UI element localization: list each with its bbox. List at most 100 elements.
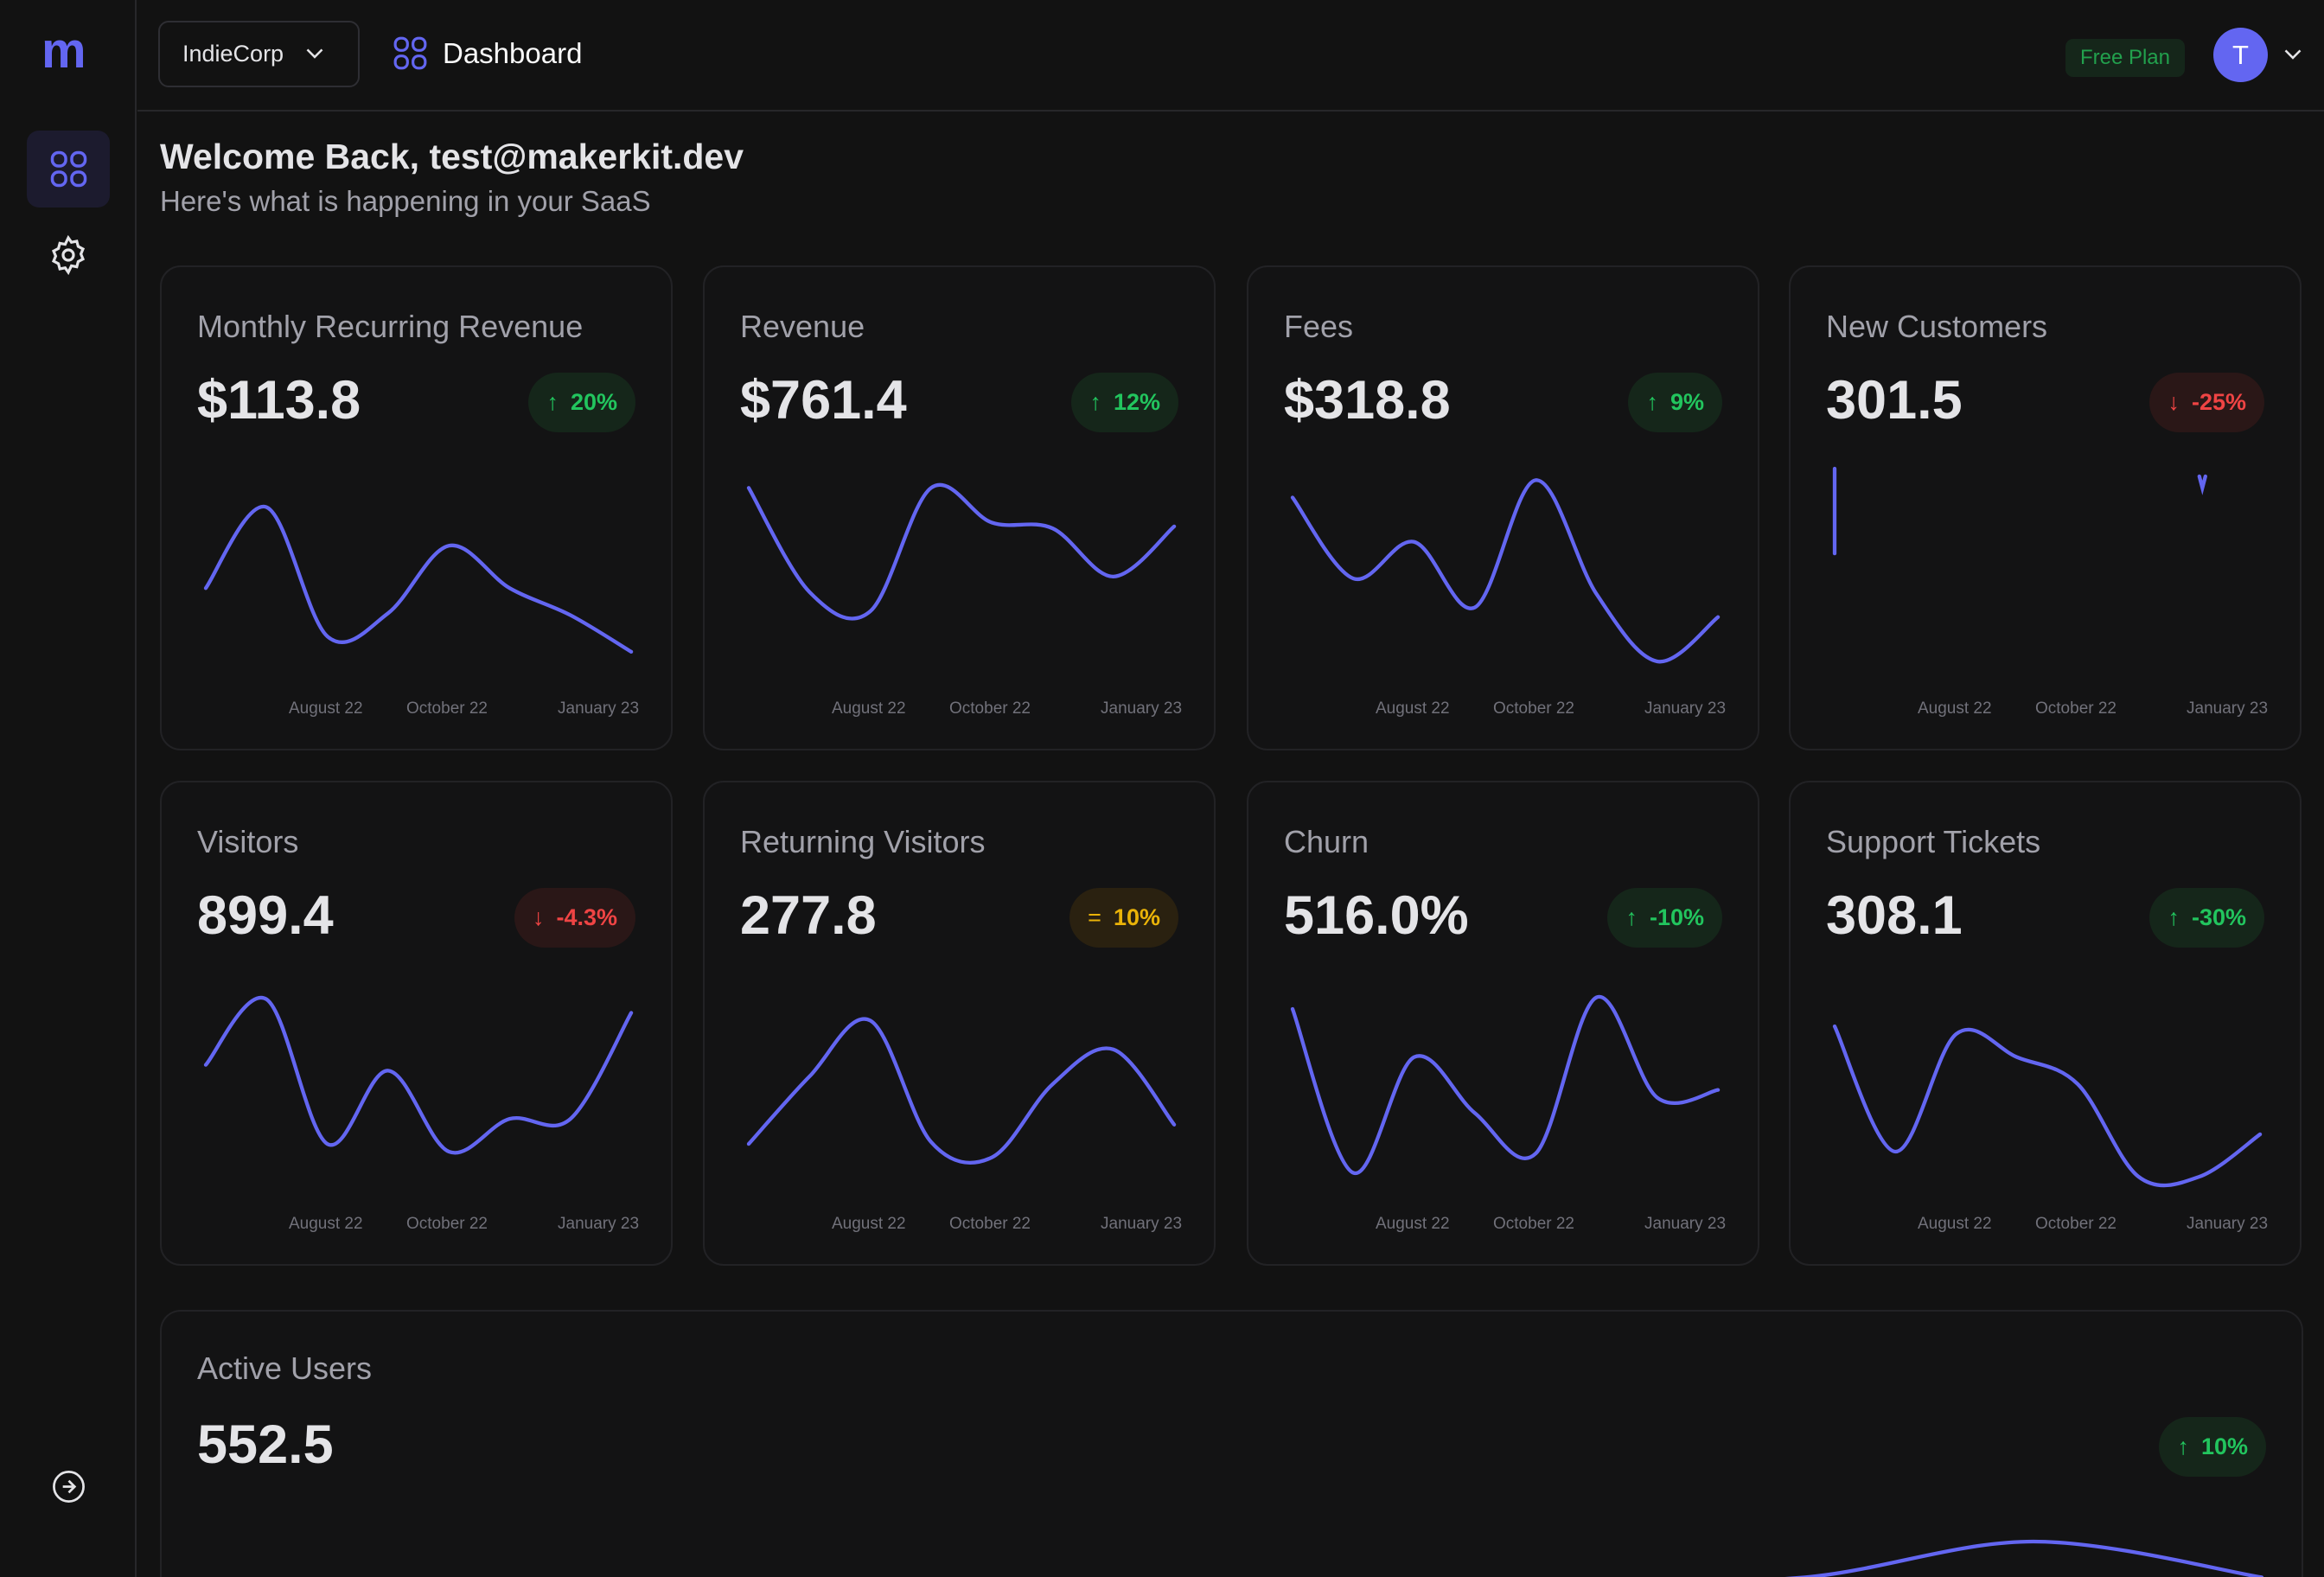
x-tick-label: January 23	[1101, 1215, 1183, 1233]
x-tick-label: January 23	[1101, 699, 1183, 718]
x-tick-label: October 22	[949, 699, 1031, 718]
trend-badge: ↑ 20%	[528, 373, 635, 432]
chevron-down-icon	[306, 48, 323, 59]
trend-badge: ↑ 10%	[2159, 1417, 2266, 1477]
card-value: $113.8	[197, 370, 361, 431]
active-users-chart	[1784, 1539, 2264, 1577]
welcome-title: Welcome Back, test@makerkit.dev	[160, 137, 744, 176]
metric-card-support-tickets: Support Tickets 308.1 ↑ -30% August 22 Oc…	[1789, 781, 2302, 1266]
metric-card-monthly-recurring-revenue: Monthly Recurring Revenue $113.8 ↑ 20% Au…	[160, 265, 673, 750]
arrow-up-icon: ↑	[1089, 389, 1101, 415]
top-header: IndieCorp Dashboard Free Plan T	[137, 0, 2324, 112]
collapse-sidebar-button[interactable]	[27, 1448, 110, 1525]
x-tick-label: October 22	[1493, 1215, 1574, 1233]
x-tick-label: August 22	[832, 699, 906, 718]
card-title: New Customers	[1826, 309, 2048, 344]
x-tick-label: January 23	[2187, 699, 2269, 718]
x-tick-label: August 22	[289, 699, 363, 718]
avatar[interactable]: T	[2213, 28, 2268, 82]
welcome-subtitle: Here's what is happening in your SaaS	[160, 185, 651, 217]
trend-badge: ↓ -4.3%	[514, 888, 635, 948]
card-value: 308.1	[1826, 885, 1963, 946]
card-value: 516.0%	[1284, 885, 1469, 946]
metric-card-new-customers: New Customers 301.5 ↓ -25% August 22 Octo…	[1789, 265, 2302, 750]
x-tick-label: January 23	[1644, 699, 1727, 718]
card-value: 552.5	[197, 1414, 334, 1475]
series-line	[1832, 1024, 2263, 1188]
series-line	[1290, 478, 1721, 664]
x-tick-label: August 22	[832, 1215, 906, 1233]
equals-icon: =	[1088, 904, 1101, 930]
sidebar-item-settings[interactable]	[27, 216, 110, 293]
arrow-up-icon: ↑	[546, 389, 559, 415]
arrow-right-circle-icon	[52, 1471, 85, 1503]
sparkline-chart	[1832, 1024, 2263, 1188]
card-title: Returning Visitors	[740, 824, 986, 859]
makerkit-logo[interactable]: m	[42, 22, 86, 79]
card-title: Fees	[1284, 309, 1354, 344]
sparkline-chart	[746, 482, 1177, 621]
sidebar: m	[0, 0, 137, 1577]
x-tick-label: October 22	[406, 699, 488, 718]
x-tick-label: August 22	[1376, 699, 1450, 718]
dashboard-grid-icon	[393, 36, 427, 70]
x-tick-label: January 23	[2187, 1215, 2269, 1233]
organization-selector[interactable]: IndieCorp	[158, 21, 360, 87]
trend-badge: ↑ 12%	[1071, 373, 1178, 432]
sparkline-chart	[203, 505, 634, 654]
series-line	[746, 482, 1177, 621]
trend-badge: ↑ -10%	[1607, 888, 1722, 948]
organization-name: IndieCorp	[182, 41, 284, 67]
arrow-up-icon: ↑	[1625, 904, 1638, 930]
x-tick-label: October 22	[2035, 699, 2116, 718]
metric-card-active-users: Active Users 552.5 ↑ 10%	[160, 1310, 2303, 1577]
card-value: 899.4	[197, 885, 334, 946]
series-line	[203, 995, 634, 1155]
sidebar-item-dashboard[interactable]	[27, 131, 110, 208]
sparkline-chart	[1290, 995, 1721, 1175]
page-title: Dashboard	[443, 36, 583, 69]
dashboard-grid-icon	[50, 150, 86, 188]
arrow-up-icon: ↑	[2177, 1433, 2189, 1459]
x-tick-label: January 23	[558, 1215, 640, 1233]
arrow-down-icon: ↓	[2168, 389, 2180, 415]
series-line	[203, 505, 634, 654]
card-title: Revenue	[740, 309, 865, 344]
gear-icon	[51, 234, 86, 275]
card-value: $318.8	[1284, 370, 1451, 431]
breadcrumb: Dashboard	[393, 35, 582, 71]
card-title: Visitors	[197, 824, 299, 859]
x-tick-label: October 22	[949, 1215, 1031, 1233]
series-segment	[2197, 474, 2207, 495]
x-tick-label: August 22	[1376, 1215, 1450, 1233]
chevron-down-icon[interactable]	[2282, 48, 2303, 62]
arrow-up-icon: ↑	[2168, 904, 2180, 930]
x-tick-label: October 22	[2035, 1215, 2116, 1233]
card-title: Churn	[1284, 824, 1370, 859]
trend-badge: ↓ -25%	[2149, 373, 2264, 432]
sparkline-chart	[203, 995, 634, 1155]
sparkline-chart	[1832, 466, 2207, 556]
series-line	[1784, 1539, 2264, 1577]
x-tick-label: January 23	[1644, 1215, 1727, 1233]
metric-card-fees: Fees $318.8 ↑ 9% August 22 October 22 Jan…	[1247, 265, 1759, 750]
card-value: 277.8	[740, 885, 877, 946]
metric-card-visitors: Visitors 899.4 ↓ -4.3% August 22 October …	[160, 781, 673, 1266]
sparkline-chart	[1290, 478, 1721, 664]
metric-card-churn: Churn 516.0% ↑ -10% August 22 October 22 …	[1247, 781, 1759, 1266]
trend-badge: ↑ -30%	[2149, 888, 2264, 948]
plan-badge: Free Plan	[2065, 39, 2185, 77]
trend-badge: = 10%	[1069, 888, 1178, 948]
x-tick-label: August 22	[1918, 699, 1992, 718]
metric-card-returning-visitors: Returning Visitors 277.8 = 10% August 22 …	[703, 781, 1216, 1266]
x-tick-label: August 22	[289, 1215, 363, 1233]
arrow-up-icon: ↑	[1646, 389, 1658, 415]
x-tick-label: August 22	[1918, 1215, 1992, 1233]
card-value: 301.5	[1826, 370, 1963, 431]
card-title: Monthly Recurring Revenue	[197, 309, 584, 344]
series-line	[1290, 995, 1721, 1175]
card-title: Active Users	[197, 1350, 373, 1386]
arrow-down-icon: ↓	[532, 904, 545, 930]
trend-badge: ↑ 9%	[1628, 373, 1722, 432]
